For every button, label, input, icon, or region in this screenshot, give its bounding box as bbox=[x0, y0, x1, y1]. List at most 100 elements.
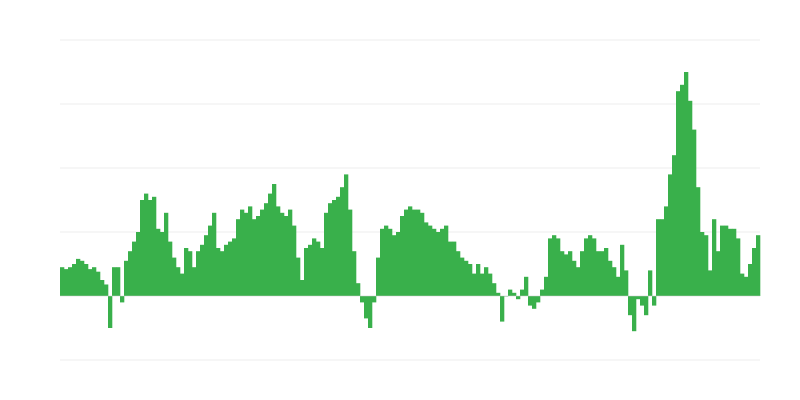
bar bbox=[368, 296, 373, 328]
bar bbox=[724, 225, 729, 296]
bar bbox=[572, 260, 577, 296]
bar bbox=[640, 296, 645, 306]
bar bbox=[720, 225, 725, 296]
bar bbox=[300, 280, 305, 296]
bar bbox=[288, 209, 293, 296]
bar bbox=[608, 260, 613, 296]
bar bbox=[400, 216, 405, 296]
bar bbox=[656, 219, 661, 296]
bar bbox=[396, 232, 401, 296]
bar bbox=[436, 232, 441, 296]
bar bbox=[228, 241, 233, 296]
bar bbox=[548, 238, 553, 296]
bar bbox=[456, 251, 461, 296]
bar bbox=[420, 212, 425, 296]
bar bbox=[424, 222, 429, 296]
bar bbox=[60, 267, 65, 296]
bar bbox=[116, 267, 121, 296]
bar bbox=[164, 212, 169, 296]
bar bbox=[388, 228, 393, 296]
bar bbox=[344, 174, 349, 296]
bar bbox=[380, 228, 385, 296]
bar bbox=[84, 264, 89, 296]
bar bbox=[352, 251, 357, 296]
bar bbox=[136, 232, 141, 296]
bar bbox=[320, 248, 325, 296]
bar bbox=[508, 289, 513, 296]
bar bbox=[220, 251, 225, 296]
bar bbox=[468, 264, 473, 296]
bar bbox=[676, 91, 681, 296]
bar bbox=[128, 251, 133, 296]
bar bbox=[356, 283, 361, 296]
bar bbox=[748, 264, 753, 296]
bar bbox=[100, 280, 105, 296]
bar bbox=[632, 296, 637, 332]
bar bbox=[740, 273, 745, 296]
bar bbox=[564, 254, 569, 296]
bar bbox=[480, 273, 485, 296]
bar bbox=[280, 212, 285, 296]
bar bbox=[140, 200, 145, 296]
bar bbox=[152, 196, 157, 296]
bar bbox=[244, 212, 249, 296]
bar bbox=[688, 100, 693, 296]
bar bbox=[552, 235, 557, 296]
bar bbox=[408, 206, 413, 296]
bar bbox=[340, 187, 345, 296]
bar bbox=[216, 248, 221, 296]
bar bbox=[224, 244, 229, 296]
bar bbox=[188, 251, 193, 296]
bar bbox=[432, 228, 437, 296]
bar bbox=[360, 296, 365, 303]
bar bbox=[512, 292, 517, 296]
bar bbox=[600, 251, 605, 296]
bar bbox=[92, 267, 97, 296]
bar bbox=[712, 219, 717, 296]
bar bbox=[732, 228, 737, 296]
bar bbox=[616, 276, 621, 296]
bar bbox=[252, 219, 257, 296]
bar bbox=[620, 244, 625, 296]
bar bbox=[520, 289, 525, 296]
bar bbox=[108, 296, 113, 328]
bars bbox=[60, 72, 761, 332]
bar bbox=[72, 264, 77, 296]
bar bbox=[540, 289, 545, 296]
bar bbox=[484, 267, 489, 296]
bar bbox=[144, 193, 149, 296]
bar bbox=[532, 296, 537, 309]
bar bbox=[348, 209, 353, 296]
bar bbox=[264, 203, 269, 296]
bar bbox=[364, 296, 369, 319]
bar bbox=[528, 296, 533, 306]
bar bbox=[208, 225, 213, 296]
bar bbox=[124, 260, 129, 296]
bar bbox=[660, 219, 665, 296]
bar bbox=[416, 209, 421, 296]
bar bbox=[404, 209, 409, 296]
bar bbox=[588, 235, 593, 296]
bar bbox=[448, 241, 453, 296]
bar bbox=[272, 184, 277, 296]
bar bbox=[160, 232, 165, 296]
bar bbox=[612, 267, 617, 296]
bar bbox=[736, 238, 741, 296]
bar bbox=[440, 228, 445, 296]
bar bbox=[184, 248, 189, 296]
bar bbox=[544, 276, 549, 296]
bar bbox=[604, 248, 609, 296]
bar bbox=[376, 257, 381, 296]
bar bbox=[296, 257, 301, 296]
bar bbox=[428, 225, 433, 296]
bar bbox=[524, 276, 529, 296]
bar bbox=[464, 260, 469, 296]
bar bbox=[556, 238, 561, 296]
bar bbox=[316, 241, 321, 296]
bar bbox=[516, 296, 521, 300]
bar bbox=[204, 235, 209, 296]
bar bbox=[64, 269, 69, 296]
bar bbox=[672, 155, 677, 296]
bar bbox=[708, 270, 713, 296]
bar bbox=[452, 241, 457, 296]
